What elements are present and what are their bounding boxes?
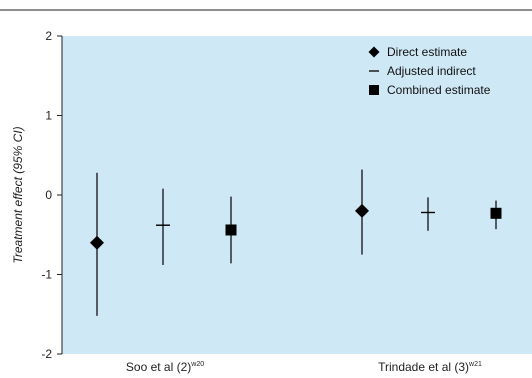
markers	[90, 203, 502, 250]
y-tick-label: 1	[45, 109, 52, 123]
point-direct-estimate	[90, 235, 104, 250]
y-tick-label: -1	[41, 268, 52, 282]
category-superscript: w21	[468, 361, 482, 368]
legend-swatch-combined	[369, 85, 379, 95]
y-tick-label: 0	[45, 188, 52, 202]
legend-label: Direct estimate	[387, 45, 467, 59]
legend-swatch-direct	[368, 46, 380, 58]
x-category-label: Trindade et al (3)w21	[378, 360, 482, 374]
category-superscript: w20	[190, 361, 204, 368]
category-name: Soo et al (2)	[126, 360, 191, 374]
y-axis-title: Treatment effect (95% CI)	[11, 126, 25, 263]
y-tick-label: 2	[45, 29, 52, 43]
plot-background	[62, 36, 532, 354]
legend-label: Adjusted indirect	[387, 64, 476, 78]
error-bars	[96, 169, 497, 316]
legend-label: Combined estimate	[387, 83, 491, 97]
point-combined-estimate	[490, 207, 502, 219]
point-combined-estimate	[225, 224, 237, 236]
y-axis: 2 1 0 -1 -2	[41, 29, 63, 361]
x-category-labels: Soo et al (2)w20 Trindade et al (3)w21	[126, 360, 482, 374]
legend: Direct estimate Adjusted indirect Combined…	[368, 45, 491, 97]
category-name: Trindade et al (3)	[378, 360, 469, 374]
y-tick-label: -2	[41, 347, 52, 361]
point-direct-estimate	[355, 203, 369, 218]
x-category-label: Soo et al (2)w20	[126, 360, 204, 374]
